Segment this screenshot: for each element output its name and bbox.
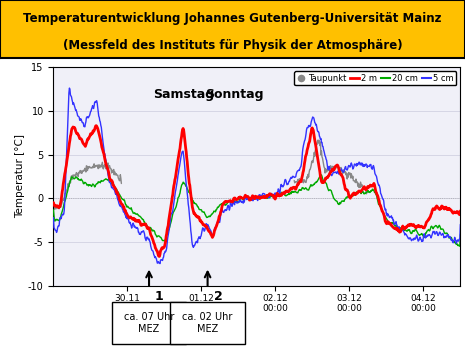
Text: Temperaturentwicklung Johannes Gutenberg-Universität Mainz: Temperaturentwicklung Johannes Gutenberg… (23, 12, 442, 25)
Text: (Messfeld des Instituts für Physik der Atmosphäre): (Messfeld des Instituts für Physik der A… (63, 39, 402, 52)
Text: 2: 2 (213, 290, 222, 303)
Text: Sonntag: Sonntag (205, 88, 264, 101)
Text: Samstag: Samstag (153, 88, 214, 101)
Text: ca. 02 Uhr
MEZ: ca. 02 Uhr MEZ (182, 312, 233, 334)
Text: ca. 07 Uhr
MEZ: ca. 07 Uhr MEZ (124, 312, 174, 334)
Legend: Taupunkt, 2 m, 20 cm, 5 cm: Taupunkt, 2 m, 20 cm, 5 cm (294, 71, 456, 85)
Y-axis label: Temperatur [°C]: Temperatur [°C] (15, 134, 25, 219)
Text: 1: 1 (155, 290, 164, 303)
